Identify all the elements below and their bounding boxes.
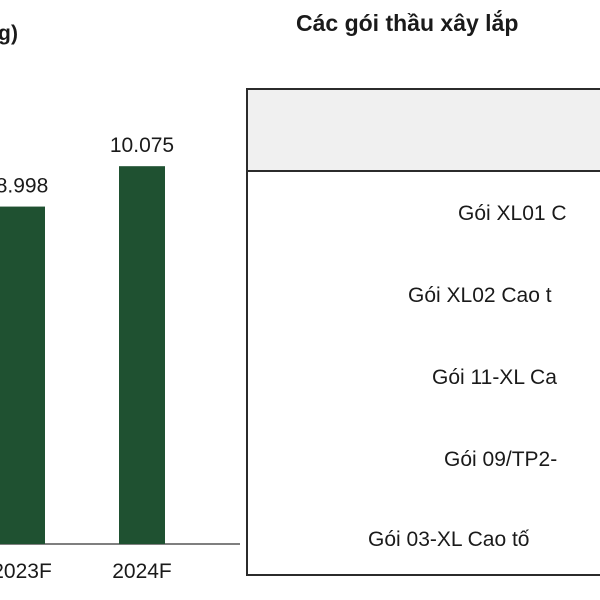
chart-plot-area: 8.998 2023F 10.075 2024F [0,134,240,583]
x-tick-label: 2023F [0,560,52,583]
bar-2024F [119,166,165,544]
bar-chart: g) 8.998 2023F 10.075 2024F [0,0,240,600]
table-row: Gói XL02 Cao t [408,284,552,307]
x-tick-label: 2024F [112,560,172,583]
package-table: Gói XL01 C Gói XL02 Cao t Gói 11-XL Ca G… [246,88,600,576]
data-label: 10.075 [110,134,174,157]
chart-unit-label: g) [0,22,19,45]
table-header [248,90,600,172]
data-label: 8.998 [0,175,48,198]
table-row: Gói 03-XL Cao tố [368,528,530,551]
table-row: Gói 11-XL Ca [432,366,557,389]
bar-2023F [0,206,45,544]
table-title: Các gói thầu xây lắp [296,10,519,36]
table-row: Gói 09/TP2- [444,448,558,471]
table-row: Gói XL01 C [458,202,567,225]
